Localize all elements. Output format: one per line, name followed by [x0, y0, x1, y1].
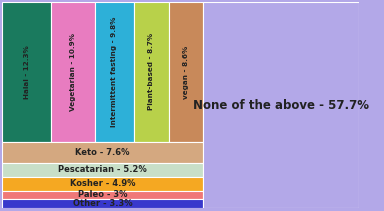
Bar — [2, 2, 51, 142]
Text: Halal - 12.3%: Halal - 12.3% — [24, 45, 30, 99]
Text: vegan - 8.6%: vegan - 8.6% — [183, 45, 189, 99]
Text: Other - 3.3%: Other - 3.3% — [73, 199, 132, 208]
Text: Kosher - 4.9%: Kosher - 4.9% — [70, 179, 135, 188]
Bar — [2, 142, 203, 163]
Bar — [2, 199, 203, 208]
Bar — [2, 177, 203, 191]
Bar — [2, 163, 203, 177]
Text: Keto - 7.6%: Keto - 7.6% — [75, 147, 130, 157]
Text: Vegetarian - 10.9%: Vegetarian - 10.9% — [70, 33, 76, 111]
Text: None of the above - 57.7%: None of the above - 57.7% — [193, 99, 369, 112]
Text: Plant-based - 8.7%: Plant-based - 8.7% — [148, 33, 154, 111]
Text: Paleo - 3%: Paleo - 3% — [78, 190, 127, 199]
Bar — [51, 2, 95, 142]
Bar — [169, 2, 203, 142]
Bar — [95, 2, 134, 142]
Text: Pescatarian - 5.2%: Pescatarian - 5.2% — [58, 165, 147, 174]
Bar — [203, 2, 359, 208]
Bar — [2, 191, 203, 199]
Text: Intermittent fasting - 9.8%: Intermittent fasting - 9.8% — [111, 17, 117, 127]
Bar — [134, 2, 169, 142]
